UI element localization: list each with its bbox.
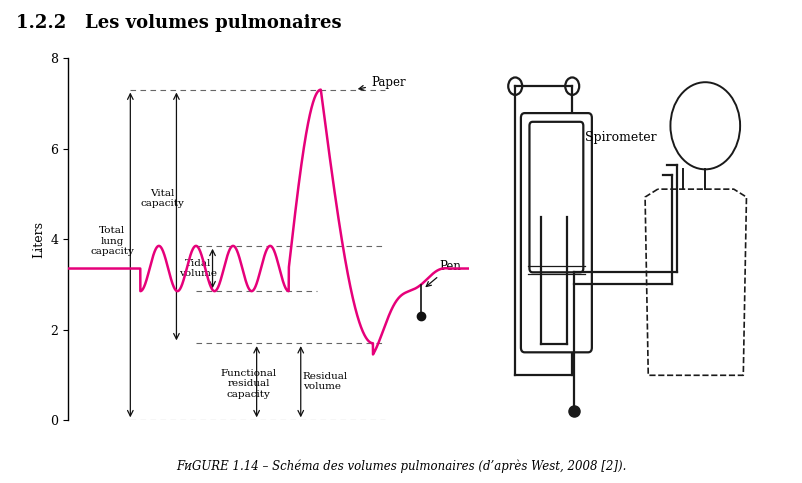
Text: Spirometer: Spirometer	[585, 131, 657, 144]
FancyBboxPatch shape	[529, 122, 583, 272]
Text: Vital
capacity: Vital capacity	[140, 189, 184, 208]
Text: Tidal
volume: Tidal volume	[180, 259, 217, 278]
Text: FᴎGURE 1.14 – Schéma des volumes pulmonaires (d’après West, 2008 [2]).: FᴎGURE 1.14 – Schéma des volumes pulmona…	[176, 460, 626, 473]
Y-axis label: Liters: Liters	[32, 221, 45, 257]
Text: Total
lung
capacity: Total lung capacity	[91, 227, 134, 256]
Text: Paper: Paper	[359, 76, 406, 90]
Text: Pen: Pen	[426, 260, 461, 286]
Text: Residual
volume: Residual volume	[302, 372, 348, 391]
Text: Functional
residual
capacity: Functional residual capacity	[221, 369, 277, 399]
FancyBboxPatch shape	[521, 113, 592, 352]
Text: 1.2.2   Les volumes pulmonaires: 1.2.2 Les volumes pulmonaires	[16, 14, 342, 32]
